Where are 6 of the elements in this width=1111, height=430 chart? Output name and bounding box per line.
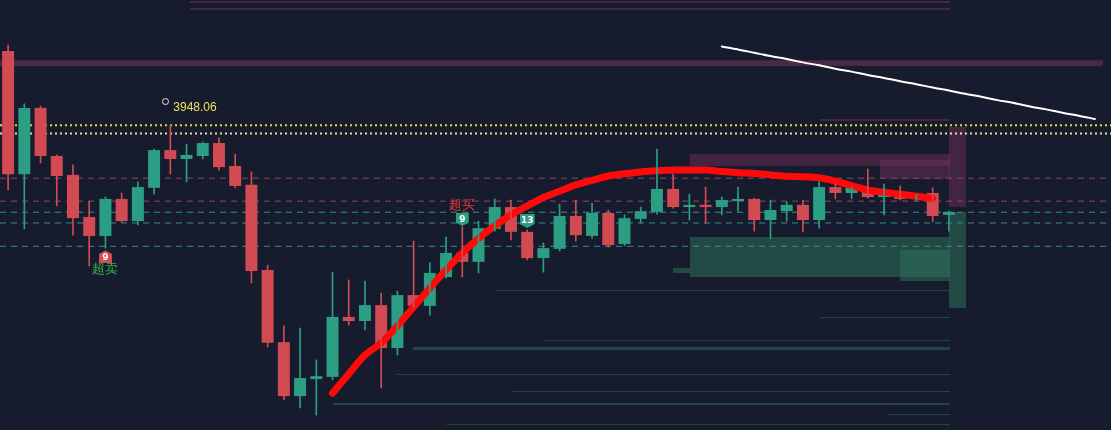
shield-icon: 13 xyxy=(519,214,535,228)
shield-icon: 9 xyxy=(98,250,112,264)
annotation: 3948.06 xyxy=(173,99,218,114)
shield-icon: 9 xyxy=(455,213,469,227)
annotation: 超卖 xyxy=(92,261,119,277)
annotation: 超买 xyxy=(449,196,476,212)
